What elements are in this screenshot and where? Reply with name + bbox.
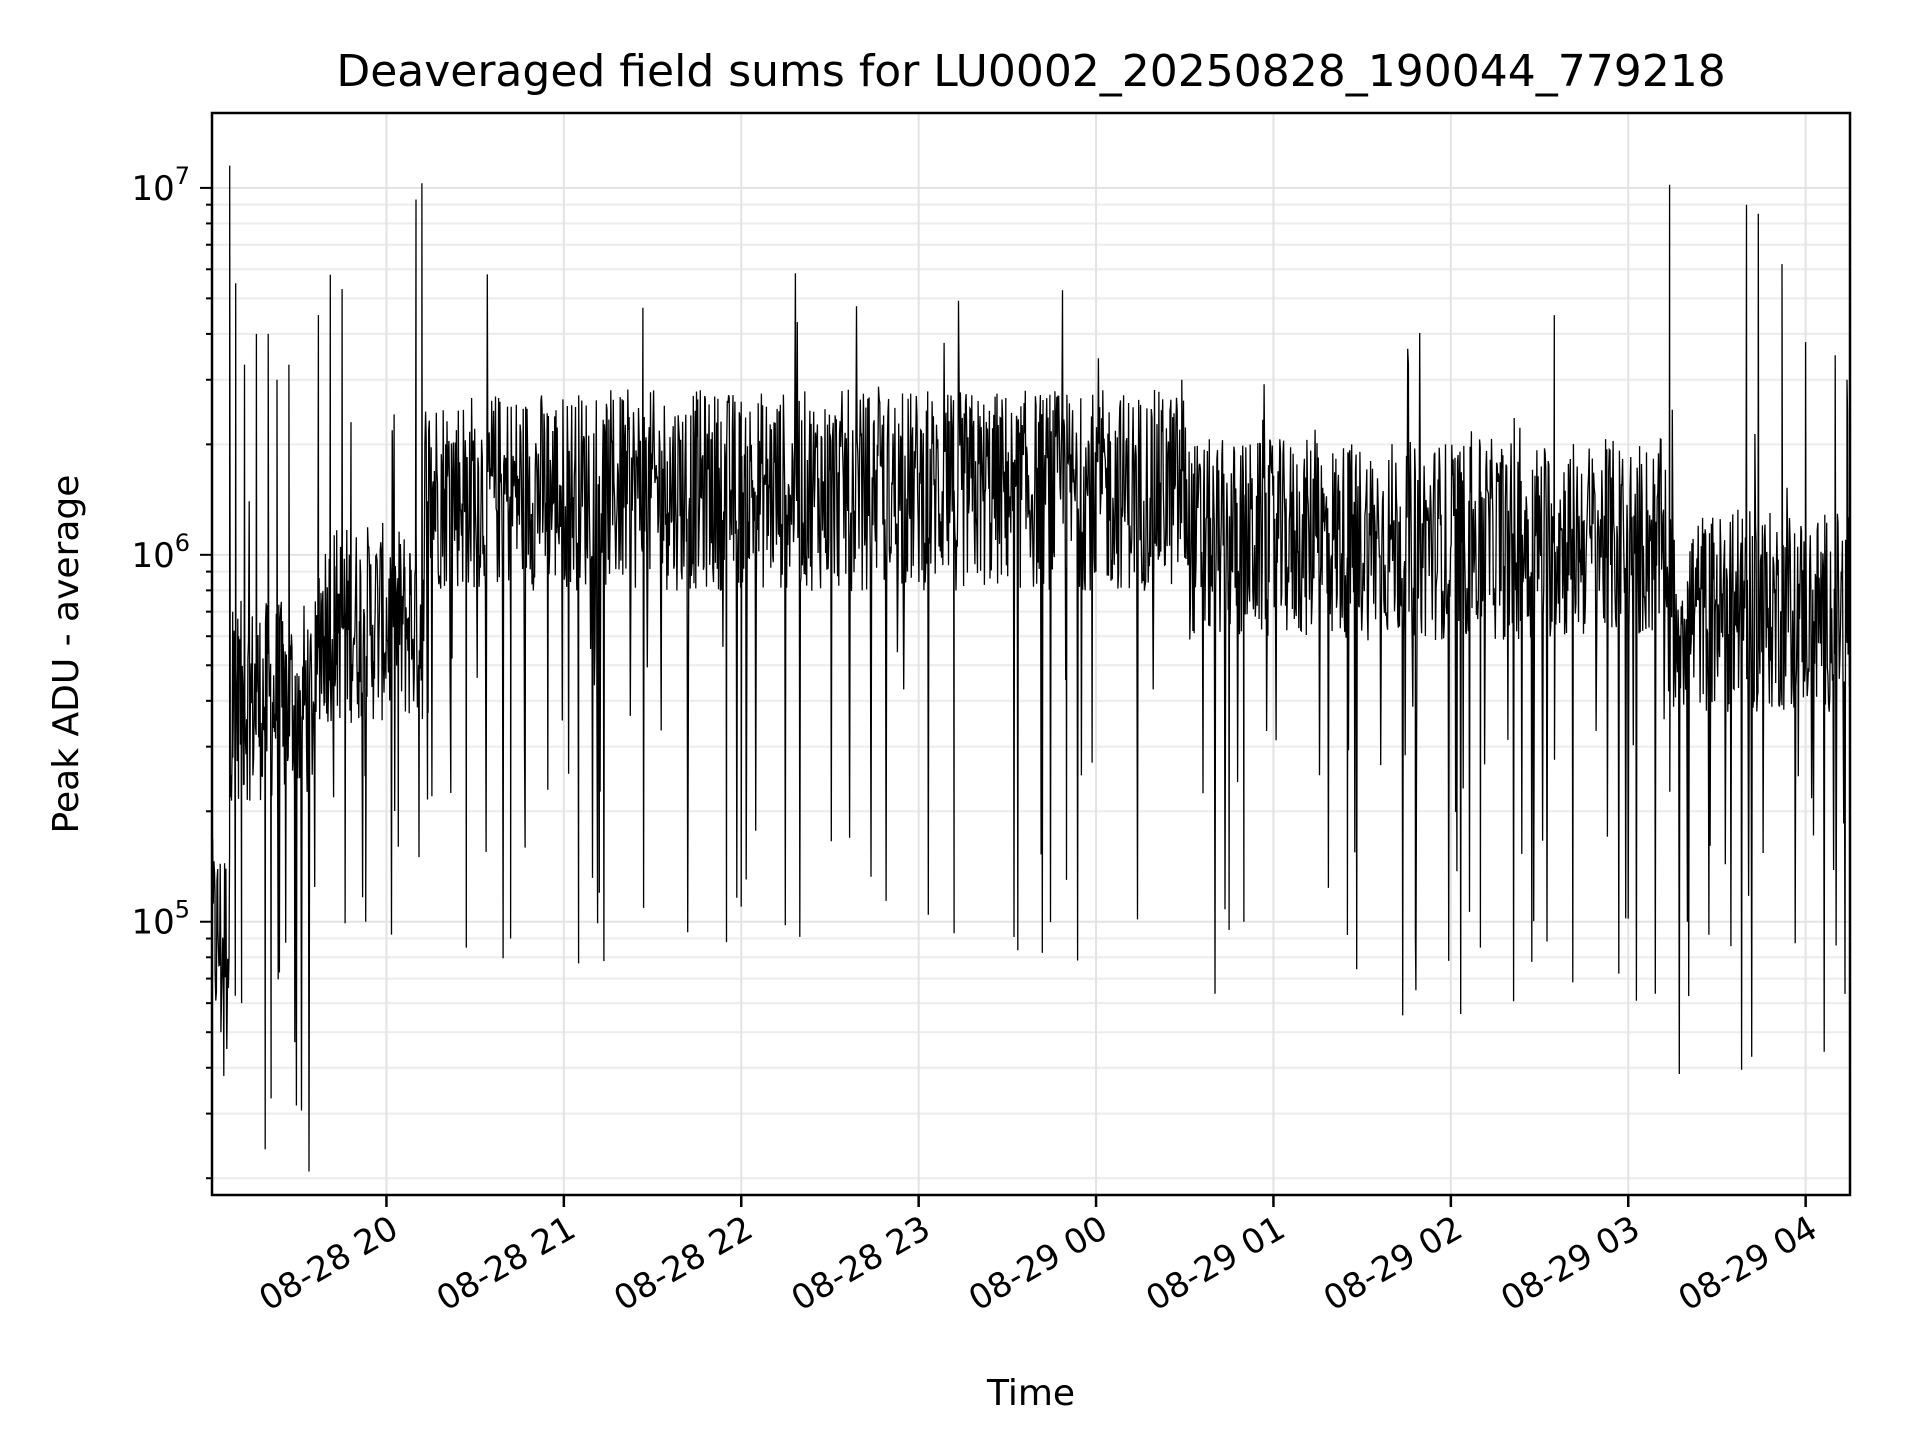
- y-tick-label: 107: [131, 162, 190, 209]
- grid-lines: [212, 113, 1850, 1195]
- y-axis: 105 106 107: [131, 162, 212, 1180]
- y-tick-label: 106: [131, 529, 190, 576]
- x-axis-label: Time: [986, 1373, 1075, 1414]
- chart-title: Deaveraged field sums for LU0002_2025082…: [336, 46, 1725, 97]
- y-tick-label: 105: [131, 896, 190, 943]
- plot-frame: [210, 111, 1852, 1197]
- series-path: [211, 165, 1851, 1172]
- series-line: [211, 165, 1851, 1172]
- y-axis-label: Peak ADU - average: [46, 475, 87, 834]
